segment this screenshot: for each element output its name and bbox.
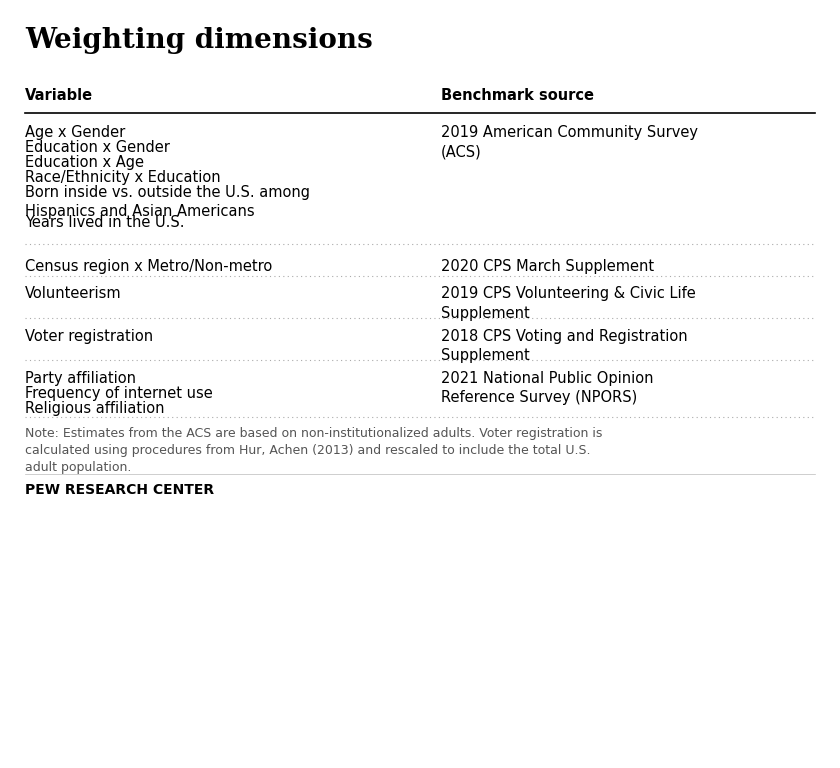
Text: Religious affiliation: Religious affiliation xyxy=(25,401,165,416)
Text: 2019 American Community Survey
(ACS): 2019 American Community Survey (ACS) xyxy=(441,125,698,160)
Text: Benchmark source: Benchmark source xyxy=(441,88,594,104)
Text: PEW RESEARCH CENTER: PEW RESEARCH CENTER xyxy=(25,483,214,497)
Text: Born inside vs. outside the U.S. among
Hispanics and Asian Americans: Born inside vs. outside the U.S. among H… xyxy=(25,185,310,220)
Text: 2019 CPS Volunteering & Civic Life
Supplement: 2019 CPS Volunteering & Civic Life Suppl… xyxy=(441,286,696,321)
Text: Variable: Variable xyxy=(25,88,93,104)
Text: Age x Gender: Age x Gender xyxy=(25,125,125,141)
Text: Party affiliation: Party affiliation xyxy=(25,371,136,386)
Text: Frequency of internet use: Frequency of internet use xyxy=(25,386,213,401)
Text: Weighting dimensions: Weighting dimensions xyxy=(25,27,373,54)
Text: Voter registration: Voter registration xyxy=(25,329,154,344)
Text: Volunteerism: Volunteerism xyxy=(25,286,122,302)
Text: Years lived in the U.S.: Years lived in the U.S. xyxy=(25,215,185,230)
Text: 2018 CPS Voting and Registration
Supplement: 2018 CPS Voting and Registration Supplem… xyxy=(441,329,688,363)
Text: Education x Gender: Education x Gender xyxy=(25,140,170,155)
Text: Census region x Metro/Non-metro: Census region x Metro/Non-metro xyxy=(25,260,272,274)
Text: 2021 National Public Opinion
Reference Survey (NPORS): 2021 National Public Opinion Reference S… xyxy=(441,371,654,406)
Text: Note: Estimates from the ACS are based on non-institutionalized adults. Voter re: Note: Estimates from the ACS are based o… xyxy=(25,427,602,474)
Text: 2020 CPS March Supplement: 2020 CPS March Supplement xyxy=(441,260,654,274)
Text: Race/Ethnicity x Education: Race/Ethnicity x Education xyxy=(25,170,221,185)
Text: Education x Age: Education x Age xyxy=(25,155,144,170)
